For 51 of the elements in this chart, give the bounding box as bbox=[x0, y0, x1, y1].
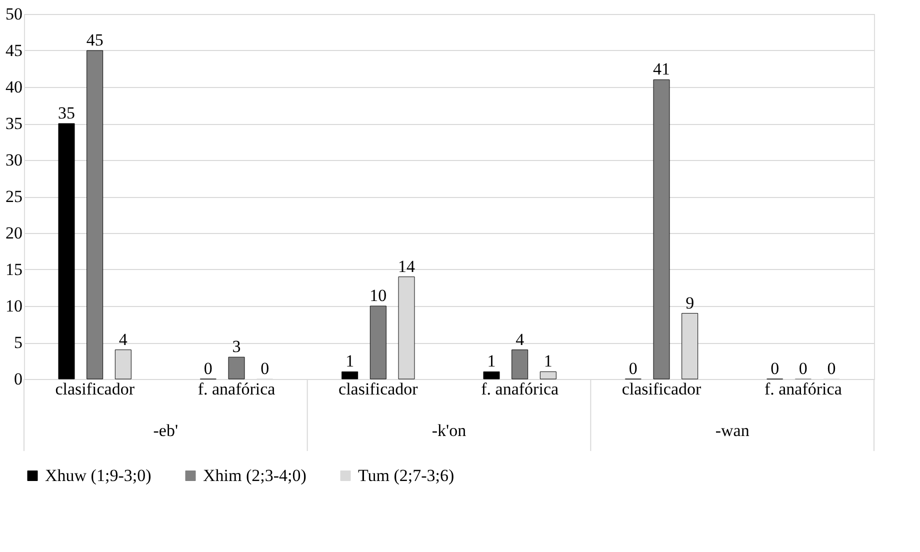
y-tick-label: 20 bbox=[6, 224, 22, 242]
text: -eb' bbox=[153, 421, 178, 440]
data-label: 1 bbox=[346, 352, 354, 371]
bar bbox=[370, 306, 386, 380]
data-label: 0 bbox=[260, 359, 270, 378]
data-label: 0 bbox=[770, 359, 780, 378]
x-tick-label: f. anafórica bbox=[764, 380, 842, 398]
y-tick-label: 0 bbox=[14, 370, 22, 388]
text: -k'on bbox=[432, 421, 467, 440]
y-tick-label: 35 bbox=[6, 114, 22, 133]
x-tick-label: clasificador bbox=[55, 380, 135, 398]
data-label: 0 bbox=[798, 359, 808, 378]
y-tick-label: 50 bbox=[6, 4, 22, 24]
y-tick-label: 40 bbox=[6, 78, 22, 96]
data-label: 4 bbox=[118, 330, 128, 349]
y-tick-label: 25 bbox=[6, 187, 22, 206]
bar bbox=[512, 350, 528, 380]
bar bbox=[114, 350, 132, 380]
data-label: 0 bbox=[204, 359, 212, 378]
data-label: 3 bbox=[232, 337, 241, 356]
legend-label: Xhuw (1;9-3;0) bbox=[45, 466, 152, 485]
bar bbox=[342, 371, 358, 380]
legend-label: Tum (2;7-3;6) bbox=[358, 466, 454, 485]
bar bbox=[653, 79, 670, 380]
data-label: 1 bbox=[544, 352, 552, 371]
y-tick-label: 10 bbox=[6, 296, 22, 316]
data-label: 1 bbox=[487, 352, 496, 371]
legend-label: Xhim (2;3-4;0) bbox=[203, 466, 306, 485]
bar bbox=[86, 50, 104, 380]
x-tick-label: f. anafórica bbox=[198, 380, 276, 398]
bar bbox=[540, 371, 556, 380]
data-label: 0 bbox=[628, 359, 638, 378]
bar bbox=[483, 371, 500, 380]
y-tick-label: 45 bbox=[6, 41, 22, 60]
x-tick-label: clasificador bbox=[622, 380, 702, 398]
y-tick-label: 30 bbox=[6, 150, 22, 170]
data-label: 14 bbox=[398, 256, 416, 276]
x-tick-label: f. anafórica bbox=[481, 380, 559, 398]
data-label: 0 bbox=[827, 359, 836, 378]
y-tick-label: 5 bbox=[14, 333, 22, 352]
x-tick-label: clasificador bbox=[338, 380, 418, 398]
text: -wan bbox=[715, 421, 750, 440]
data-label: 45 bbox=[86, 30, 104, 50]
y-tick-label: 15 bbox=[6, 260, 22, 279]
bar bbox=[58, 123, 75, 380]
data-label: 10 bbox=[370, 286, 387, 305]
data-label: 41 bbox=[653, 60, 670, 79]
data-label: 9 bbox=[686, 293, 694, 312]
bar bbox=[228, 356, 245, 380]
data-label: 35 bbox=[58, 104, 75, 122]
data-label: 4 bbox=[516, 330, 525, 349]
